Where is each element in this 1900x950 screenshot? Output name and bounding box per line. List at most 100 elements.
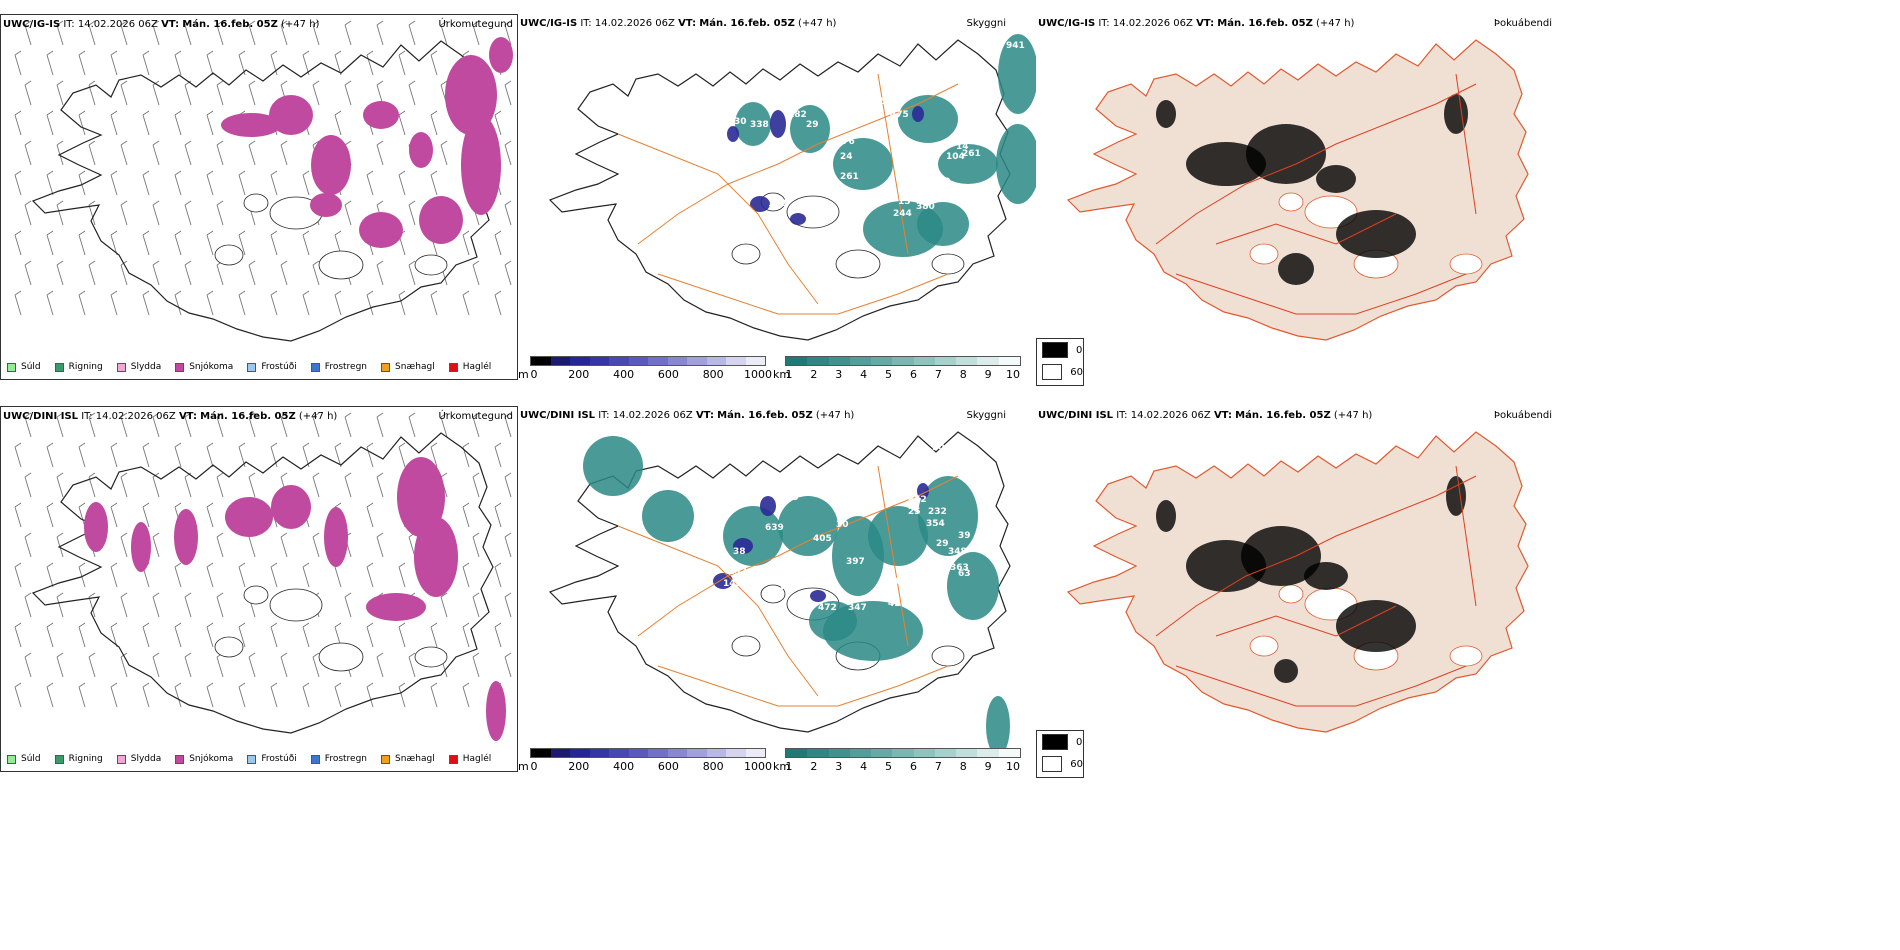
wind-barb — [462, 294, 470, 316]
wind-barb — [472, 476, 480, 498]
colorbar-segment — [589, 749, 609, 757]
colorbar-segment — [871, 357, 893, 365]
low-visibility-area — [947, 552, 999, 620]
ceiling-label: 63 — [958, 569, 971, 579]
roads — [617, 73, 959, 315]
colorbar-tick: 10 — [1006, 760, 1020, 772]
ceiling-label: 217 — [818, 212, 837, 222]
wind-barb — [174, 686, 182, 708]
wind-barb — [430, 114, 438, 136]
low-cloud-ceiling-area — [713, 573, 733, 589]
wind-barb — [152, 416, 160, 438]
colorbar-segment — [687, 749, 707, 757]
wind-barb — [302, 566, 310, 588]
colorbar-tick: 1 — [785, 760, 793, 772]
wind-barb — [270, 446, 278, 468]
ceiling-label: 941 — [1006, 41, 1025, 51]
wind-barb — [312, 656, 320, 678]
wind-barb — [88, 204, 96, 226]
low-visibility-area — [809, 601, 857, 641]
wind-barb — [174, 174, 182, 196]
low-cloud-ceiling-area — [912, 106, 924, 122]
wind-barb — [142, 114, 150, 136]
colorbar-tick: 9 — [984, 760, 992, 772]
wind-barb — [152, 144, 160, 166]
fog-title-1: UWC/IG-IS IT: 14.02.2026 06Z VT: Mán. 16… — [1038, 18, 1355, 29]
legend-label: Frostregn — [324, 754, 368, 764]
wind-barb — [504, 416, 512, 438]
wind-barb — [312, 416, 320, 438]
colorbar-segment — [531, 357, 551, 365]
wind-barb — [184, 656, 192, 678]
wind-barb — [366, 686, 374, 708]
fog-panel-1: UWC/IG-IS IT: 14.02.2026 06Z VT: Mán. 16… — [1036, 14, 1556, 380]
colorbar-segment — [977, 357, 999, 365]
wind-barb — [462, 686, 470, 708]
legend-swatch — [175, 754, 185, 764]
wind-barb — [206, 234, 214, 256]
wind-barb — [280, 656, 288, 678]
precip-legend-item: Súld — [7, 754, 41, 764]
ceiling-label: 397 — [846, 557, 865, 567]
colorbar-strip — [785, 356, 1021, 366]
fog-area — [1278, 253, 1314, 285]
colorbar-tick: 9 — [984, 368, 992, 380]
wind-barb — [216, 24, 224, 46]
wind-barb — [504, 204, 512, 226]
ceiling-label: 33 — [893, 577, 906, 587]
ceiling-label: 283 — [780, 582, 799, 592]
wind-barb — [24, 264, 32, 286]
ceiling-label: 182 — [788, 110, 807, 120]
wind-barb — [462, 626, 470, 648]
wind-barb — [174, 294, 182, 316]
colorbar-segment — [786, 357, 808, 365]
wind-barb — [408, 204, 416, 226]
low-visibility-area — [938, 144, 998, 184]
low-visibility-area — [642, 490, 694, 542]
wind-barb — [152, 536, 160, 558]
wind-barb — [110, 686, 118, 708]
wind-barb — [14, 234, 22, 256]
wind-barb — [430, 626, 438, 648]
wind-barb — [120, 476, 128, 498]
low-cloud-ceiling-area — [790, 213, 806, 225]
wind-barb — [248, 416, 256, 438]
legend-swatch — [116, 754, 126, 764]
wind-barb — [302, 174, 310, 196]
wind-barb — [238, 294, 246, 316]
ceiling-label: 351 — [794, 475, 813, 485]
colorbar-segment — [706, 357, 726, 365]
ceiling-label: 90 — [932, 443, 945, 453]
precip-legend-item: Snæhagl — [381, 754, 435, 764]
legend-swatch — [7, 362, 16, 372]
iceland-outline — [31, 432, 494, 734]
legend-label: Snjókoma — [189, 754, 234, 764]
snow-area — [84, 502, 108, 552]
colorbar-segment — [628, 749, 648, 757]
legend-swatch — [448, 754, 458, 764]
wind-barb — [312, 536, 320, 558]
wind-barb — [184, 144, 192, 166]
wind-barb — [472, 24, 480, 46]
ceiling-label: 39 — [958, 531, 971, 541]
colorbar-tick: 4 — [860, 760, 868, 772]
colorbar-segment — [687, 357, 707, 365]
wind-barb — [504, 656, 512, 678]
wind-barb — [216, 416, 224, 438]
road — [1455, 73, 1477, 215]
wind-barb — [184, 264, 192, 286]
colorbar-segment — [807, 357, 829, 365]
low-cloud-ceiling-area — [760, 496, 776, 516]
wind-barb — [216, 144, 224, 166]
colorbar-segment — [934, 749, 957, 757]
road — [617, 133, 819, 305]
low-visibility-area — [868, 506, 928, 566]
wind-barb — [56, 24, 64, 46]
fog-variable-2: Þokuábendi — [1493, 410, 1552, 421]
colorbar-segment — [570, 357, 590, 365]
wind-barb — [440, 596, 448, 618]
ceiling-label: 348 — [948, 547, 967, 557]
colorbar-tick: 800 — [702, 760, 724, 772]
legend-swatch — [1042, 756, 1063, 772]
wind-barb — [270, 686, 278, 708]
